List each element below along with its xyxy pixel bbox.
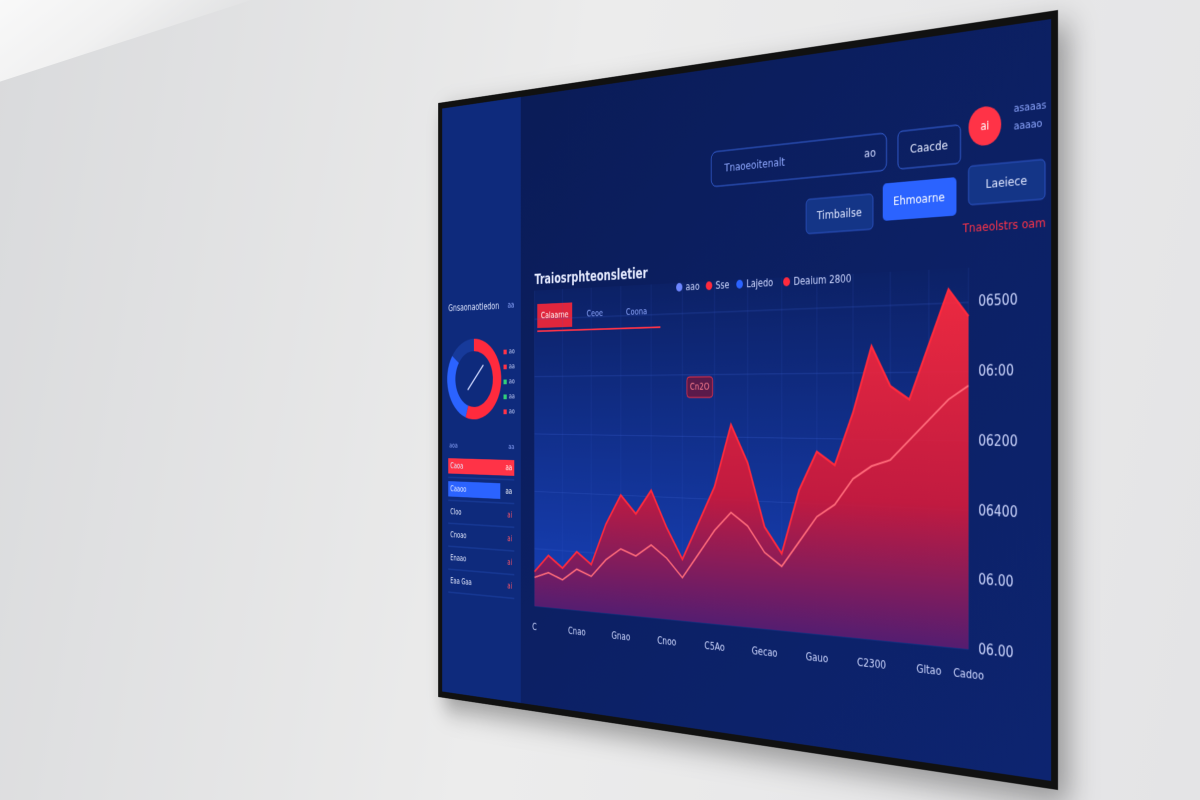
- y-tick-label: 06200: [978, 432, 1017, 449]
- list-value: ai: [507, 510, 512, 520]
- legend-swatch: [504, 394, 507, 399]
- legend-label: aao: [686, 281, 700, 293]
- sidebar-title: Gnsaonaotledon: [448, 301, 499, 314]
- y-tick-label: 06.00: [978, 641, 1013, 661]
- list-header: aoa: [449, 441, 457, 450]
- chart-tab[interactable]: Coona: [626, 307, 647, 318]
- legend-swatch: [504, 409, 507, 414]
- list-label[interactable]: Enaao: [450, 553, 466, 564]
- x-tick-label: Cnoo: [657, 635, 676, 649]
- legend-swatch: [504, 365, 507, 370]
- legend-label: Lajedo: [746, 277, 773, 290]
- chart-tab[interactable]: Calaarne: [541, 310, 569, 321]
- legend-label: ao: [509, 407, 515, 416]
- list-label[interactable]: Cloo: [450, 507, 461, 517]
- y-tick-label: 06:00: [978, 362, 1014, 379]
- monitor: Tnaoeoitenalt ao Caacde ai asaaas aaaao …: [438, 10, 1058, 790]
- list-value: aa: [506, 486, 513, 496]
- y-tick-label: 06500: [978, 291, 1017, 309]
- legend-swatch: [504, 380, 507, 385]
- legend-label: ao: [509, 347, 515, 356]
- legend-swatch: [504, 350, 507, 355]
- dashboard: Tnaoeoitenalt ao Caacde ai asaaas aaaao …: [442, 19, 1051, 781]
- list-label[interactable]: Caaoo: [450, 484, 466, 494]
- x-tick-label: Cnao: [568, 625, 586, 638]
- x-tick-label: Gauo: [806, 651, 829, 666]
- sidebar-badge: aa: [508, 300, 515, 310]
- list-label[interactable]: Cnoao: [450, 530, 466, 541]
- list-header: aa: [508, 442, 514, 451]
- search-badge: ao: [864, 146, 876, 161]
- list-value: aa: [506, 462, 513, 472]
- list-label[interactable]: Caoa: [450, 461, 463, 471]
- chart-tab[interactable]: Ceoe: [587, 309, 604, 320]
- x-tick-label: C: [532, 622, 537, 633]
- ceiling-light: [0, 0, 273, 86]
- list-label[interactable]: Eaa Gaa: [450, 576, 471, 587]
- x-tick-label: Gnao: [611, 630, 630, 643]
- x-tick-label: C5Ao: [704, 640, 724, 654]
- list-value: ai: [507, 557, 512, 567]
- list-value: ai: [507, 581, 512, 591]
- y-tick-label: 06.00: [978, 572, 1013, 591]
- list-value: ai: [507, 533, 512, 543]
- x-tick-label: Gltao: [916, 663, 941, 679]
- legend-label: aa: [509, 392, 515, 401]
- screen: Tnaoeoitenalt ao Caacde ai asaaas aaaao …: [438, 10, 1058, 790]
- legend-label: aa: [509, 362, 515, 371]
- badge-text: ai: [980, 119, 989, 133]
- legend-label: ao: [509, 377, 515, 386]
- callout: Cn2O: [690, 382, 710, 393]
- y-tick-label: 06400: [978, 502, 1017, 521]
- legend-label: Sse: [716, 279, 730, 291]
